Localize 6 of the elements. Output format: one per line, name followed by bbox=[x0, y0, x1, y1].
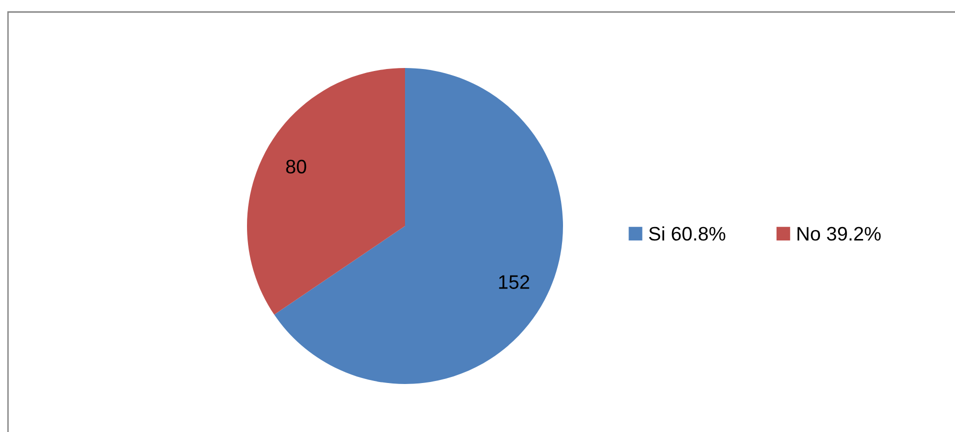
pie-slice bbox=[247, 68, 405, 315]
data-label: 80 bbox=[286, 160, 306, 174]
pie-slice bbox=[274, 68, 563, 384]
data-label: 152 bbox=[499, 275, 530, 289]
legend-label: No 39.2% bbox=[798, 226, 881, 241]
legend-label: Si 60.8% bbox=[649, 226, 726, 241]
